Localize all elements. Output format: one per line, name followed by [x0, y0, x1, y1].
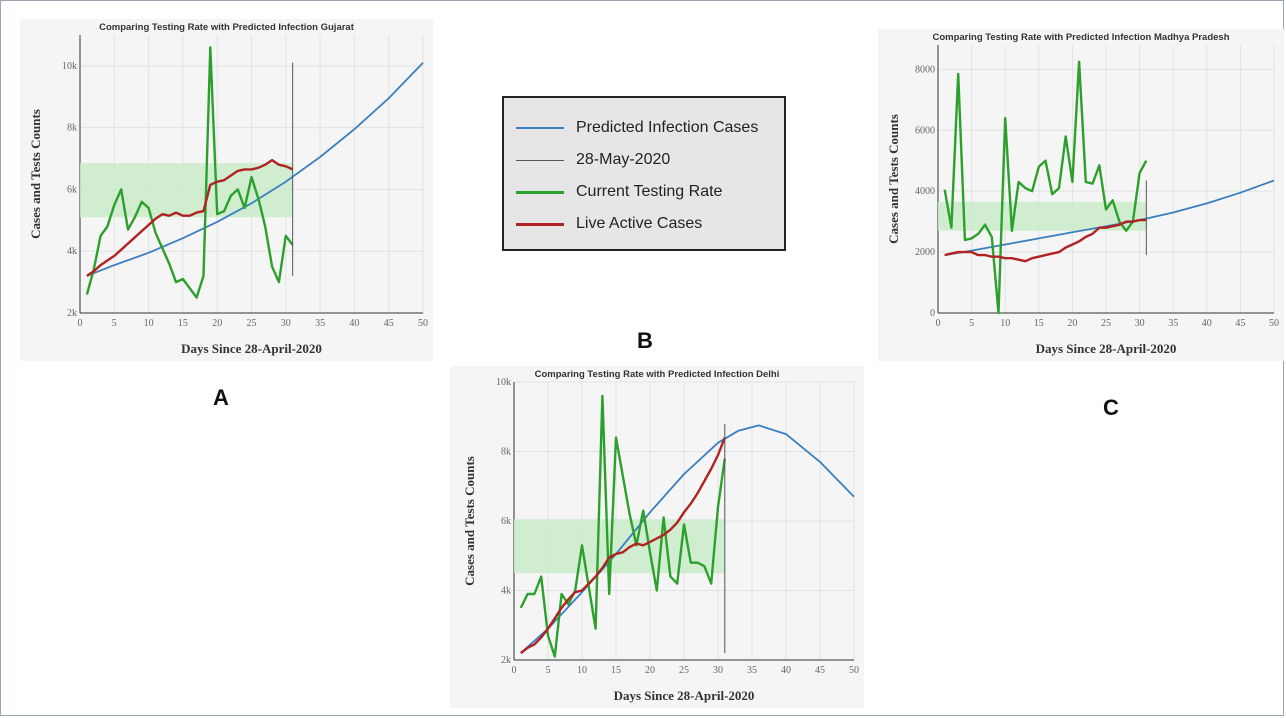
testing-rate-band — [514, 519, 725, 574]
chart-title: Comparing Testing Rate with Predicted In… — [932, 32, 1229, 43]
y-axis-label: Cases and Tests Counts — [462, 456, 477, 586]
x-tick-label: 25 — [247, 318, 257, 329]
legend-item-date: 28-May-2020 — [516, 149, 670, 171]
series-current-testing-rate — [85, 46, 294, 299]
series-current-testing-rate — [519, 394, 726, 658]
x-axis-label: Days Since 28-April-2020 — [1036, 341, 1177, 356]
series-predicted-infection-cases — [944, 179, 1275, 256]
y-axis-label: Cases and Tests Counts — [28, 109, 43, 239]
y-tick-label: 4000 — [915, 186, 935, 197]
x-tick-label: 10 — [577, 665, 587, 676]
y-tick-label: 8k — [67, 123, 77, 134]
y-tick-label: 6k — [501, 516, 511, 527]
x-tick-label: 30 — [1135, 318, 1145, 329]
series-current-testing-rate — [943, 60, 1148, 315]
x-tick-label: 45 — [815, 665, 825, 676]
x-tick-label: 50 — [1269, 318, 1279, 329]
x-tick-label: 45 — [384, 318, 394, 329]
series-predicted-infection-cases — [86, 62, 424, 277]
x-tick-label: 5 — [112, 318, 117, 329]
testing-rate-band — [80, 163, 293, 218]
series-live-active-cases — [944, 218, 1147, 263]
chart-title: Comparing Testing Rate with Predicted In… — [535, 369, 780, 380]
x-tick-label: 35 — [747, 665, 757, 676]
x-tick-label: 30 — [713, 665, 723, 676]
y-tick-label: 4k — [67, 246, 77, 257]
legend-swatch — [516, 159, 564, 161]
panel-label-b: B — [637, 328, 653, 353]
y-tick-label: 2000 — [915, 247, 935, 258]
y-tick-label: 8000 — [915, 64, 935, 75]
x-tick-label: 40 — [1202, 318, 1212, 329]
panel-label-c: C — [1103, 395, 1119, 420]
legend-item-testing: Current Testing Rate — [516, 181, 722, 203]
x-tick-label: 50 — [418, 318, 428, 329]
chart-gujarat: Comparing Testing Rate with Predicted In… — [20, 19, 433, 361]
x-tick-label: 0 — [936, 318, 941, 329]
legend-item-predicted: Predicted Infection Cases — [516, 117, 758, 139]
x-tick-label: 5 — [546, 665, 551, 676]
legend-swatch — [516, 190, 564, 194]
series-predicted-infection-cases — [520, 424, 855, 654]
x-tick-label: 10 — [144, 318, 154, 329]
legend-label: Live Active Cases — [576, 215, 703, 232]
panel-label-a: A — [213, 385, 229, 410]
x-tick-label: 50 — [849, 665, 859, 676]
y-tick-label: 10k — [496, 377, 511, 388]
x-tick-label: 10 — [1000, 318, 1010, 329]
y-tick-label: 2k — [67, 308, 77, 319]
chart-title: Comparing Testing Rate with Predicted In… — [99, 22, 355, 33]
legend-label: 28-May-2020 — [576, 151, 671, 168]
x-tick-label: 20 — [645, 665, 655, 676]
legend: Predicted Infection Cases 28-May-2020 Cu… — [502, 96, 786, 251]
legend-item-active: Live Active Cases — [516, 213, 702, 235]
x-tick-label: 5 — [969, 318, 974, 329]
chart-delhi: Comparing Testing Rate with Predicted In… — [450, 366, 864, 708]
series-live-active-cases — [86, 158, 294, 277]
x-tick-label: 25 — [679, 665, 689, 676]
x-tick-label: 15 — [178, 318, 188, 329]
x-tick-label: 20 — [1067, 318, 1077, 329]
x-tick-label: 25 — [1101, 318, 1111, 329]
x-tick-label: 45 — [1235, 318, 1245, 329]
series-live-active-cases — [520, 437, 726, 655]
x-tick-label: 20 — [212, 318, 222, 329]
legend-label: Predicted Infection Cases — [576, 119, 759, 136]
y-tick-label: 8k — [501, 447, 511, 458]
x-axis-label: Days Since 28-April-2020 — [614, 688, 755, 703]
y-tick-label: 6000 — [915, 125, 935, 136]
x-axis-label: Days Since 28-April-2020 — [181, 341, 322, 356]
x-tick-label: 15 — [1034, 318, 1044, 329]
y-axis-label: Cases and Tests Counts — [886, 114, 901, 244]
x-tick-label: 30 — [281, 318, 291, 329]
legend-swatch — [516, 127, 564, 129]
y-tick-label: 2k — [501, 655, 511, 666]
chart-madhya-pradesh: Comparing Testing Rate with Predicted In… — [878, 29, 1284, 361]
x-tick-label: 15 — [611, 665, 621, 676]
x-tick-label: 0 — [512, 665, 517, 676]
legend-label: Current Testing Rate — [576, 183, 723, 200]
x-tick-label: 0 — [78, 318, 83, 329]
y-tick-label: 6k — [67, 184, 77, 195]
y-tick-label: 0 — [930, 308, 935, 319]
y-tick-label: 4k — [501, 586, 511, 597]
x-tick-label: 40 — [781, 665, 791, 676]
x-tick-label: 35 — [1168, 318, 1178, 329]
x-tick-label: 40 — [349, 318, 359, 329]
y-tick-label: 10k — [62, 61, 77, 72]
legend-swatch — [516, 222, 564, 226]
x-tick-label: 35 — [315, 318, 325, 329]
